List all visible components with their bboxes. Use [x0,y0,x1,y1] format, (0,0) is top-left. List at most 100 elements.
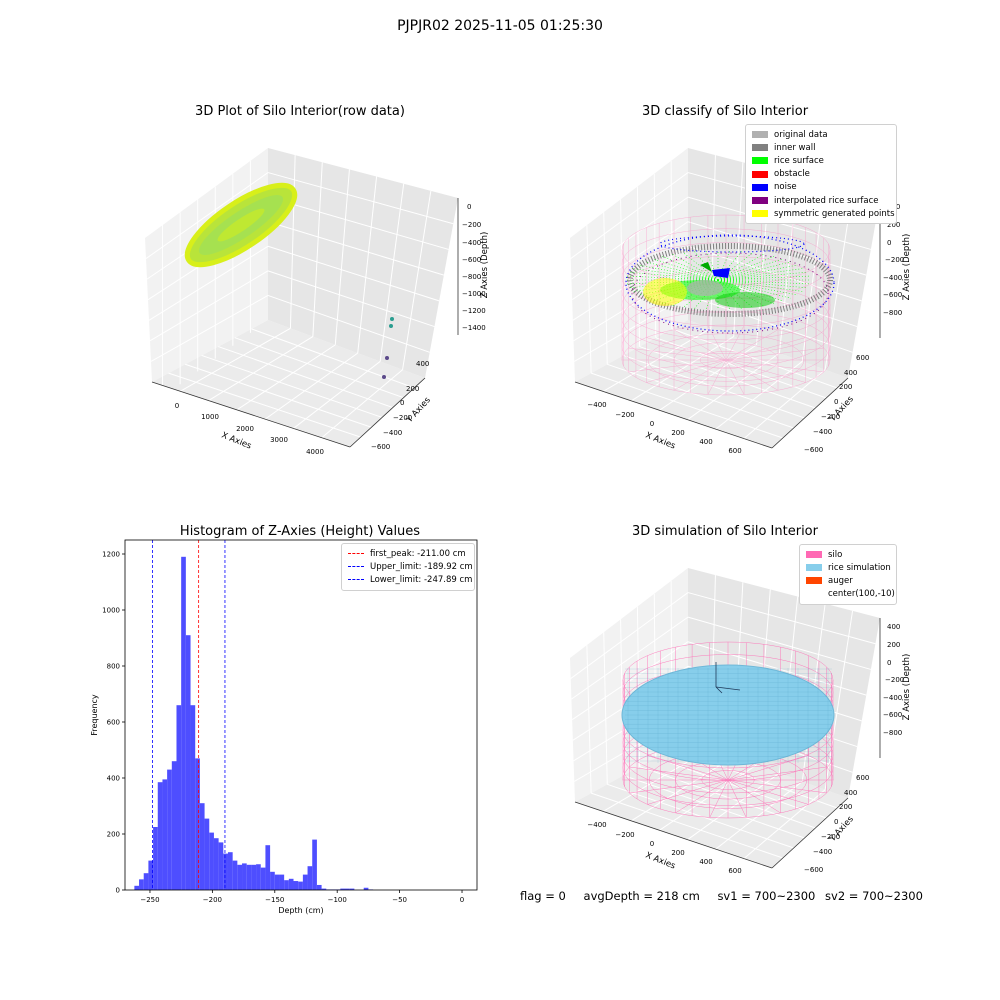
panel2-x-tick-label: 400 [699,438,712,446]
panel2-silo-wireframe-spoke [673,329,727,361]
panel4-legend: silo rice simulation auger center(100,-1… [799,544,897,605]
panel2-back-left-pane [570,148,688,382]
histogram-x-tick-label: −250 [140,896,159,904]
panel4-z-tick-label: 0 [887,659,891,667]
panel2-silo-wireframe-spoke [725,347,824,361]
legend-swatch [348,553,364,555]
panel1-grid-line [402,190,432,370]
histogram-bar [171,761,177,890]
panel2-rice-ray [632,268,719,281]
panel4-y-axis-label: Y Axies [827,814,856,845]
histogram-bar [312,839,317,890]
panel4-z-axis-label: Z Axies (Depth) [902,654,912,721]
legend-item-rice-simulation: rice simulation [806,561,891,574]
histogram-bar [270,871,275,890]
legend-label: obstacle [774,169,810,180]
panel1-grid-line [218,346,394,409]
panel1-grid-line [236,344,336,411]
panel1-grid-line [149,270,269,342]
legend-label: Lower_limit: -247.89 cm [370,574,473,585]
panel2-silo-wireframe-spoke [646,359,727,383]
panel1-y-tick-label: 0 [400,399,404,407]
panel1-z-tick-label: −400 [462,239,481,247]
panel4-x-axis-line [574,801,773,869]
panel2-silo-wireframe-ring [621,256,831,327]
panel2-x-axis-line [574,381,773,449]
status-footer: flag = 0 avgDepth = 218 cm sv1 = 700~230… [520,889,937,903]
panel1-grid-line [379,183,405,362]
panel2-x-tick-label: 0 [650,420,654,428]
panel2-y-tick-label: −200 [821,413,840,421]
panel1-outlier-point [390,317,394,321]
histogram-bar [153,827,158,890]
panel1-x-tick-label: 2000 [236,425,254,433]
flag-text: flag = 0 [520,889,566,903]
histogram-bar [363,887,369,890]
panel2-x-tick-label: 200 [671,429,684,437]
panel4-grid-line [607,783,794,849]
histogram-x-tick-label: −100 [328,896,347,904]
panel4-grid-line [571,616,689,700]
panel2-rice-ray [717,255,775,281]
panel1-grid-line [180,327,291,392]
panel1-grid-line [321,369,403,439]
histogram-bar [195,758,200,890]
panel2-grid-line [743,369,826,439]
histogram-bar [232,860,238,890]
panel4-z-tick-label: −200 [885,676,904,684]
panel4-x-tick-label: 0 [650,840,654,848]
panel2-noise-ring [625,234,835,332]
histogram-bar [157,782,163,890]
panel2-rice-patch [715,292,775,308]
panel2-rice-ray [717,279,804,292]
panel2-noise-top [659,235,805,253]
panel4-grid-line [743,789,826,859]
panel1-x-axis-line [151,381,351,448]
panel1-x-tick-label: 0 [175,402,179,410]
panel2-grid-line [571,196,689,280]
panel2-z-tick-label: −400 [883,274,902,282]
panel2-z-tick-label: 0 [887,239,891,247]
panel2-x-tick-label: −400 [587,401,606,409]
legend-label: center(100,-10) [828,589,895,600]
panel1-outlier-point [382,375,386,379]
histogram-bar [307,866,313,890]
panel1-outlier-point [385,356,389,360]
panel2-rice-ray [717,261,792,281]
legend-label: original data [774,129,828,140]
panel4-grid-line [603,632,608,785]
panel2-grid-line [586,225,592,374]
histogram-bar [190,705,196,890]
panel4-grid-line [687,592,876,645]
panel4-floor-pane [575,740,848,868]
panel1-grid-line [267,172,454,225]
panel2-silo-wireframe-spoke [628,347,727,361]
legend-item-lower-limit: Lower_limit: -247.89 cm [348,573,472,586]
panel2-y-tick-label: −400 [813,428,832,436]
panel2-title: 3D classify of Silo Interior [641,104,809,119]
panel2-silo-wireframe-spoke [673,359,727,391]
histogram-bar [316,884,322,890]
panel2-silo-wireframe-spoke [725,337,806,361]
panel2-inner-wall [627,243,833,317]
histogram-bar [139,879,144,890]
panel2-y-tick-label: 0 [834,398,838,406]
panel2-rice-ray [717,275,810,281]
legend-label: auger [828,575,853,586]
panel2-interpolated-ring [631,252,829,334]
panel2-silo-wireframe-floor-ring [699,351,753,369]
histogram-bar [218,842,224,890]
panel1-grid-line [264,352,359,420]
panel4-grid-line [586,645,592,794]
legend-swatch [806,564,822,572]
histogram-bar [256,864,261,890]
panel4-grid-line [687,641,867,696]
panel3-title: Histogram of Z-Axies (Height) Values [179,524,421,539]
histogram-bar [345,888,350,890]
panel1-y-tick-label: 200 [406,385,419,393]
panel2-silo-wireframe-ring [621,242,831,313]
panel2-rice-ray [717,279,775,305]
panel2-silo-wireframe-spoke [628,359,727,373]
panel2-rice-ray [717,268,804,281]
panel4-rice-simulation [621,664,835,766]
